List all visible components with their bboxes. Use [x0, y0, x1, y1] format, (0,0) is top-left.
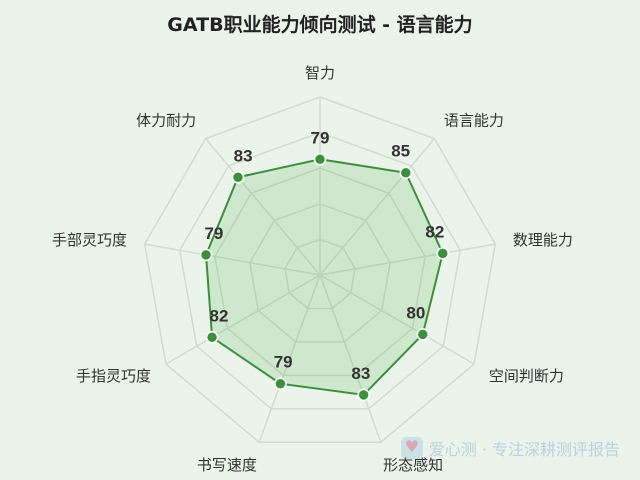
- data-point: [231, 171, 245, 184]
- grid-ring: [143, 96, 497, 444]
- data-point: [274, 377, 287, 390]
- axis-spoke: [258, 274, 321, 443]
- axis-label: 手部灵巧度: [52, 231, 127, 249]
- data-point: [399, 166, 413, 179]
- axis-spoke: [205, 138, 321, 276]
- axis-spoke: [319, 274, 475, 365]
- radar-series: 79 85 82 80 83 79 82 79 83: [199, 128, 449, 402]
- data-label: 79: [204, 224, 223, 243]
- data-point: [357, 388, 370, 402]
- axis-spoke: [319, 138, 435, 276]
- axis-label: 体力耐力: [136, 111, 196, 129]
- data-label: 79: [274, 353, 293, 372]
- data-label: 85: [391, 142, 410, 161]
- axis-spoke: [319, 274, 382, 443]
- chart-title: GATB职业能力倾向测试 - 语言能力: [167, 14, 473, 36]
- axis-label: 智力: [305, 64, 335, 82]
- grid-ring: [284, 238, 356, 310]
- data-label: 83: [234, 146, 253, 165]
- radar-grid: [143, 96, 497, 444]
- axis-label: 数理能力: [513, 231, 573, 249]
- axis-spoke: [165, 274, 321, 365]
- data-point: [205, 331, 219, 344]
- data-label: 82: [425, 222, 444, 241]
- data-label: 83: [351, 364, 370, 383]
- grid-ring: [249, 203, 391, 343]
- data-label: 82: [210, 306, 229, 325]
- watermark-text: 爱心测 · 专注深耕测评报告: [428, 440, 620, 459]
- data-label: 80: [406, 303, 425, 322]
- grid-ring: [214, 167, 426, 377]
- grid-ring: [178, 131, 462, 410]
- data-label: 79: [311, 128, 330, 147]
- axis-spoke: [144, 243, 321, 276]
- series-area: [205, 158, 444, 396]
- data-point: [436, 247, 449, 260]
- data-point: [416, 328, 430, 341]
- axis-label: 空间判断力: [489, 367, 564, 385]
- axis-spoke: [319, 243, 496, 276]
- axis-label: 书写速度: [197, 456, 257, 474]
- data-point: [199, 248, 213, 262]
- heart-icon: [400, 437, 423, 459]
- axis-label: 形态感知: [383, 456, 443, 474]
- axis-label: 语言能力: [444, 111, 504, 129]
- data-point: [313, 153, 327, 166]
- watermark: 爱心测 · 专注深耕测评报告: [400, 436, 620, 460]
- axis-label: 手指灵巧度: [76, 367, 151, 385]
